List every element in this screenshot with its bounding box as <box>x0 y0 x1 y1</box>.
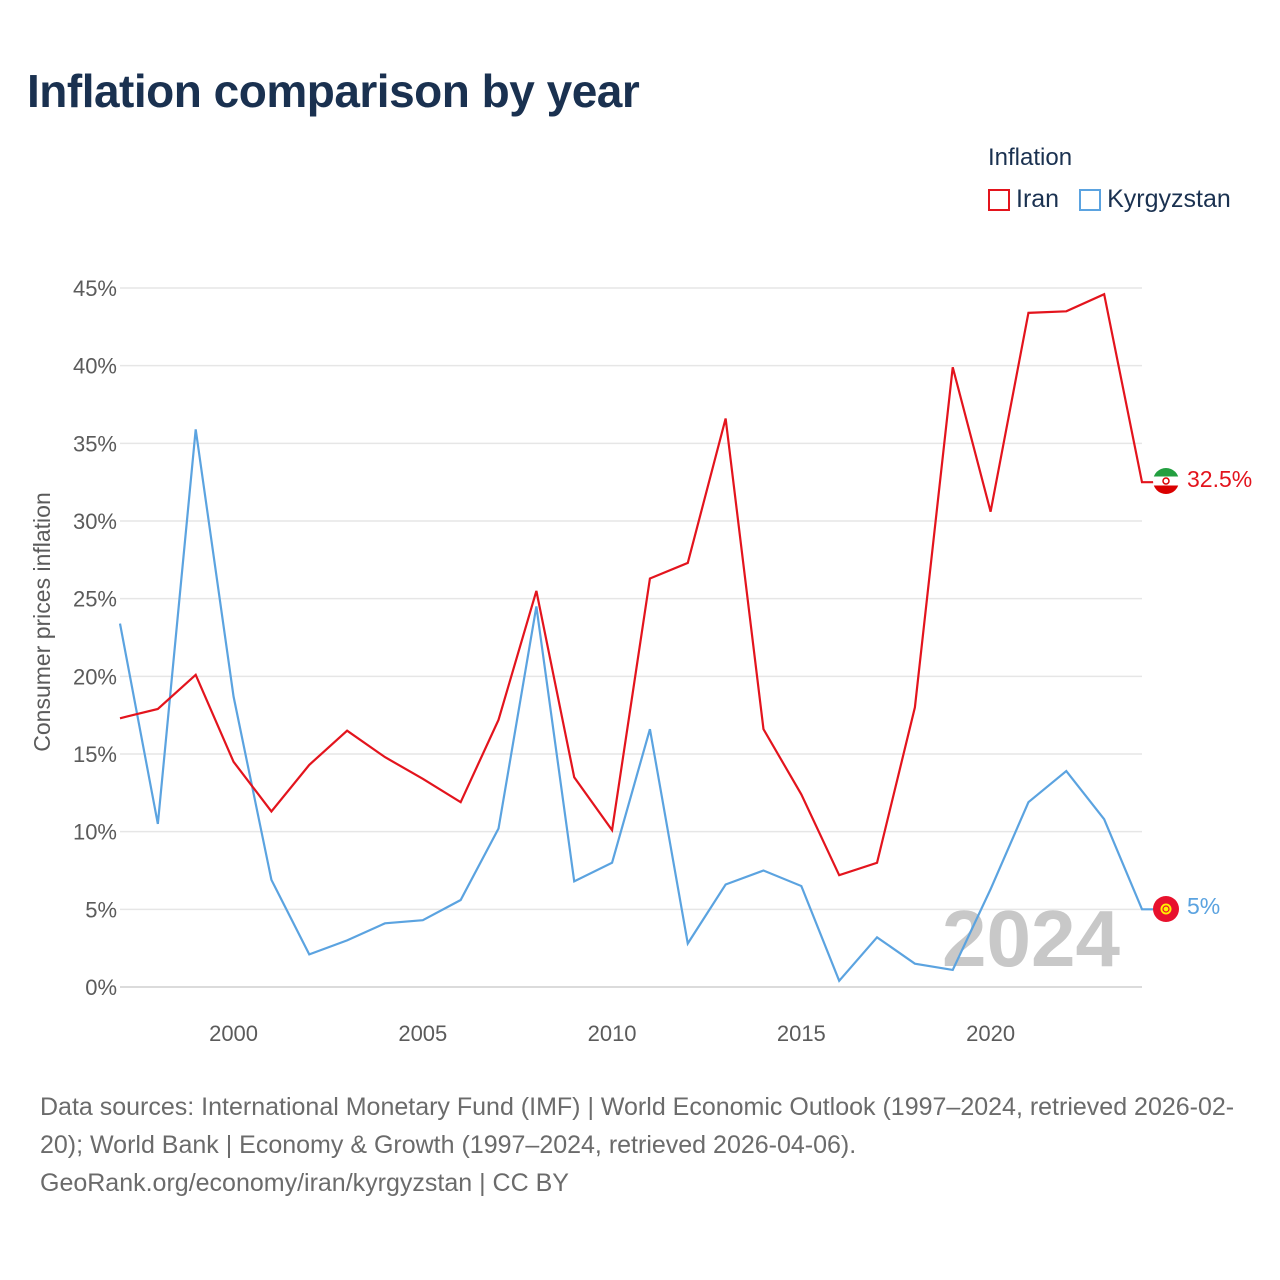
y-axis-label: Consumer prices inflation <box>29 492 55 752</box>
x-tick-label: 2000 <box>209 1021 258 1046</box>
y-tick-label: 20% <box>73 664 117 689</box>
end-markers: 32.5% 5% <box>1153 466 1252 922</box>
legend-title: Inflation <box>988 144 1073 171</box>
y-tick-label: 40% <box>73 354 117 379</box>
x-tick-label: 2015 <box>777 1021 826 1046</box>
y-tick-label: 5% <box>85 897 117 922</box>
gridlines <box>120 287 1142 988</box>
series-line-kyrgyzstan[interactable] <box>118 429 1154 983</box>
legend: Iran Kyrgyzstan <box>988 185 1231 214</box>
series-lines <box>118 292 1154 983</box>
y-axis-ticks: 0% 5% 10% 15% 20% 25% 30% 35% 40% 45% <box>73 276 117 1000</box>
legend-swatch-kyrgyzstan <box>1079 188 1102 211</box>
legend-item-kyrgyzstan[interactable]: Kyrgyzstan <box>1079 185 1231 214</box>
series-line-iran[interactable] <box>119 292 1154 877</box>
y-tick-label: 10% <box>73 820 117 845</box>
x-tick-label: 2010 <box>588 1021 637 1046</box>
x-axis-ticks: 2000 2005 2010 2015 2020 <box>209 1021 1015 1046</box>
chart-title: Inflation comparison by year <box>27 65 640 117</box>
end-label-kyrgyzstan: 5% <box>1187 893 1220 919</box>
flag-iran-icon <box>1153 468 1179 494</box>
source-link[interactable]: GeoRank.org/economy/iran/kyrgyzstan | CC… <box>40 1169 569 1197</box>
y-tick-label: 25% <box>73 587 117 612</box>
y-tick-label: 45% <box>73 276 117 301</box>
source-note: Data sources: International Monetary Fun… <box>40 1088 1250 1202</box>
flag-kyrgyzstan-icon <box>1153 896 1179 922</box>
y-tick-label: 35% <box>73 431 117 456</box>
source-line: Data sources: International Monetary Fun… <box>40 1093 1235 1159</box>
line-chart: 0% 5% 10% 15% 20% 25% 30% 35% 40% 45% 2000 2005 201… <box>29 276 1252 1046</box>
legend-label-kyrgyzstan: Kyrgyzstan <box>1107 185 1231 213</box>
legend-swatch-iran <box>988 188 1010 211</box>
legend-label-iran: Iran <box>1016 185 1060 213</box>
legend-item-iran[interactable]: Iran <box>988 185 1059 214</box>
y-tick-label: 15% <box>73 742 117 767</box>
year-watermark: 2024 <box>942 894 1120 983</box>
x-tick-label: 2020 <box>966 1021 1015 1046</box>
x-tick-label: 2005 <box>398 1021 447 1046</box>
end-label-iran: 32.5% <box>1187 466 1252 492</box>
y-tick-label: 0% <box>85 975 117 1000</box>
y-tick-label: 30% <box>73 509 117 534</box>
